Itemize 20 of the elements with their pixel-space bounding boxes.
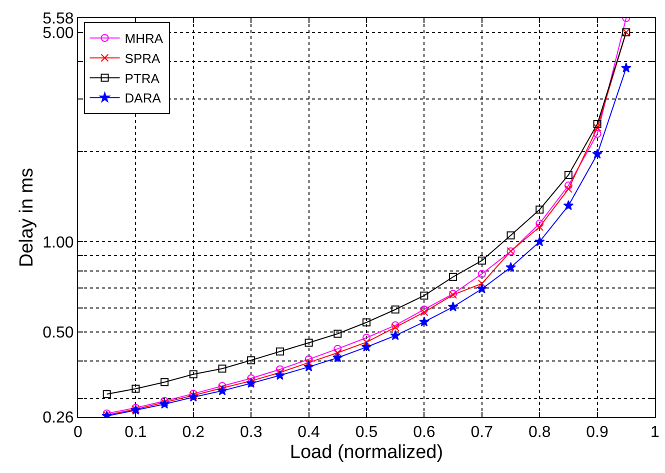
- x-tick-label: 0.6: [413, 424, 436, 442]
- x-tick-label: 0.1: [124, 424, 147, 442]
- x-tick-label: 0.4: [298, 424, 320, 442]
- x-tick-label: 0.5: [355, 424, 378, 442]
- y-tick-label: 0.26: [42, 410, 74, 427]
- legend-label: DARA: [124, 90, 162, 106]
- legend-label: SPRA: [124, 50, 160, 66]
- x-tick-label: 1: [650, 424, 660, 442]
- y-tick-label: 1.00: [42, 234, 74, 252]
- x-tick-label: 0.9: [586, 424, 609, 442]
- x-tick-label: 0: [74, 424, 83, 442]
- x-tick-label: 0.8: [528, 424, 551, 442]
- legend-label: PTRA: [124, 70, 160, 86]
- legend-label: MHRA: [124, 31, 164, 46]
- x-tick-label: 0.3: [240, 424, 262, 442]
- x-axis-title: Load (normalized): [290, 442, 444, 463]
- y-axis-title: Delay in ms: [16, 168, 38, 268]
- y-tick-label: 0.50: [42, 324, 74, 342]
- x-tick-label: 0.2: [182, 424, 205, 442]
- x-tick-label: 0.7: [470, 424, 494, 442]
